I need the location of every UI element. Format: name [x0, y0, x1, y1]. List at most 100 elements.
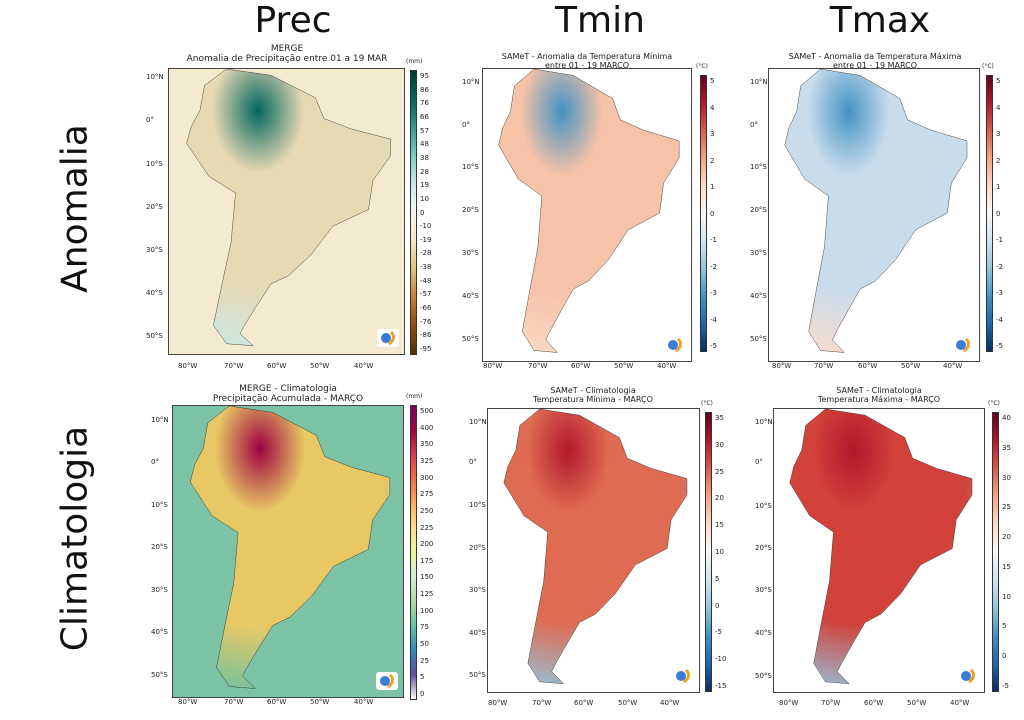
colorbar-tick-label: 10	[715, 548, 724, 556]
colorbar-tick-label: 100	[420, 606, 434, 615]
latitude-label: 10°N	[469, 418, 487, 426]
colorbar-unit: (mm)	[406, 58, 423, 65]
colorbar-unit: (°C)	[988, 400, 1000, 407]
latitude-label: 20°S	[462, 206, 479, 214]
panel-title-line: entre 01 - 19 MARÇO	[544, 61, 629, 70]
samet-logo-icon	[664, 336, 686, 354]
longitude-label: 40°W	[354, 698, 374, 706]
colorbar-tick-label: 400	[420, 423, 434, 432]
longitude-label: 40°W	[354, 362, 374, 370]
map-field	[483, 69, 691, 361]
latitude-label: 10°N	[755, 418, 773, 426]
colorbar-tick-label: 175	[420, 556, 434, 565]
colorbar-tick-label: -1	[710, 236, 717, 244]
latitude-label: 50°S	[462, 335, 479, 343]
colorbar-tick-label: 50	[420, 640, 429, 649]
map-field	[173, 406, 403, 697]
longitude-label: 40°W	[660, 699, 680, 707]
colorbar-tick-label: 35	[1002, 443, 1011, 452]
longitude-label: 50°W	[618, 699, 638, 707]
latitude-label: 30°S	[146, 246, 163, 254]
south-america-landmass	[785, 69, 967, 353]
samet-logo-icon	[952, 336, 974, 354]
map-area[interactable]	[768, 68, 980, 362]
samet-logo-icon	[957, 667, 979, 685]
latitude-label: 30°S	[151, 586, 168, 594]
colorbar-tick-label: 15	[715, 521, 724, 530]
latitude-label: 20°S	[151, 543, 168, 551]
latitude-label: 10°N	[462, 78, 480, 86]
colorbar-tick-label: 20	[1002, 533, 1011, 542]
panel-title: MERGE Anomalia de Precipitação entre 01 a…	[187, 44, 388, 64]
colorbar-tick-label: 35	[715, 414, 724, 422]
panel-title-line: SAMeT - Climatologia	[836, 386, 922, 395]
colorbar-tick-label: -76	[420, 317, 432, 326]
colorbar-tick-label: 0	[1002, 652, 1007, 661]
colorbar-tick-label: -95	[420, 345, 432, 353]
south-america-landmass	[790, 409, 972, 684]
map-area[interactable]	[172, 405, 404, 698]
colorbar-tick-label: 3	[710, 130, 715, 138]
map-area[interactable]	[773, 408, 985, 693]
colorbar-tick-label: 5	[710, 77, 715, 85]
colorbar-unit: (°C)	[982, 63, 994, 70]
colorbar	[410, 405, 417, 700]
column-header-tmin: Tmin	[555, 0, 645, 41]
colorbar-tick-label: -10	[715, 655, 727, 664]
colorbar-unit: (°C)	[701, 400, 713, 407]
column-header-prec: Prec	[254, 0, 332, 41]
latitude-label: 40°S	[469, 629, 486, 637]
latitude-label: 0°	[750, 121, 758, 129]
latitude-label: 10°S	[750, 163, 767, 171]
south-america-landmass	[187, 69, 391, 346]
panel-title-line: Precipitação Acumulada - MARÇO	[212, 394, 364, 404]
colorbar-tick-label: 5	[1002, 622, 1007, 631]
south-america-landmass	[190, 406, 390, 689]
colorbar-tick-label: 76	[420, 99, 429, 108]
south-america-landmass	[499, 69, 680, 353]
panel-title-line: SAMeT - Anomalia da Temperatura Mínima	[501, 52, 673, 61]
colorbar-tick-label: 350	[420, 440, 434, 449]
longitude-label: 80°W	[483, 362, 503, 370]
colorbar-tick-label: -5	[996, 342, 1003, 350]
colorbar-tick-label: -38	[420, 263, 432, 272]
longitude-label: 50°W	[310, 362, 330, 370]
latitude-label: 40°S	[755, 629, 772, 637]
longitude-label: 60°W	[571, 362, 591, 370]
map-area[interactable]	[482, 68, 692, 362]
panel-title: SAMeT - Climatologia Temperatura Mínima -…	[533, 386, 653, 404]
colorbar-tick-label: 225	[420, 523, 434, 532]
panel-title-line: SAMeT - Climatologia	[550, 386, 636, 395]
colorbar-tick-label: -66	[420, 304, 432, 313]
colorbar-tick-label: 0	[420, 208, 425, 217]
map-field	[774, 409, 984, 692]
map-area[interactable]	[168, 68, 405, 355]
longitude-label: 60°W	[574, 699, 594, 707]
latitude-label: 20°S	[469, 544, 486, 552]
longitude-label: 80°W	[779, 699, 799, 707]
map-area[interactable]	[487, 408, 700, 693]
latitude-label: 40°S	[151, 628, 168, 636]
colorbar-tick-label: 57	[420, 126, 429, 135]
panel-title-line: Anomalia de Precipitação entre 01 a 19 M…	[186, 54, 388, 64]
colorbar-tick-label: 20	[715, 494, 724, 503]
latitude-label: 0°	[755, 458, 763, 466]
latitude-label: 0°	[462, 121, 470, 129]
colorbar-tick-label: -48	[420, 276, 432, 285]
latitude-label: 10°S	[469, 501, 486, 509]
map-field	[488, 409, 699, 692]
latitude-label: 50°S	[469, 671, 486, 679]
colorbar-tick-label: -3	[996, 289, 1003, 297]
colorbar-tick-label: -5	[1002, 682, 1009, 690]
colorbar	[992, 412, 999, 692]
panel-title-line: MERGE - Climatologia	[239, 384, 337, 394]
colorbar-tick-label: 75	[420, 623, 429, 632]
panel-title: SAMeT - Anomalia da Temperatura Máxima en…	[789, 52, 962, 70]
latitude-label: 40°S	[146, 289, 163, 297]
colorbar-tick-label: 1	[996, 183, 1001, 191]
panel-title-line: entre 01 - 19 MARÇO	[832, 61, 917, 70]
colorbar-tick-label: 25	[715, 467, 724, 476]
colorbar-tick-label: 10	[420, 194, 429, 203]
latitude-label: 10°N	[151, 416, 169, 424]
latitude-label: 30°S	[462, 249, 479, 257]
